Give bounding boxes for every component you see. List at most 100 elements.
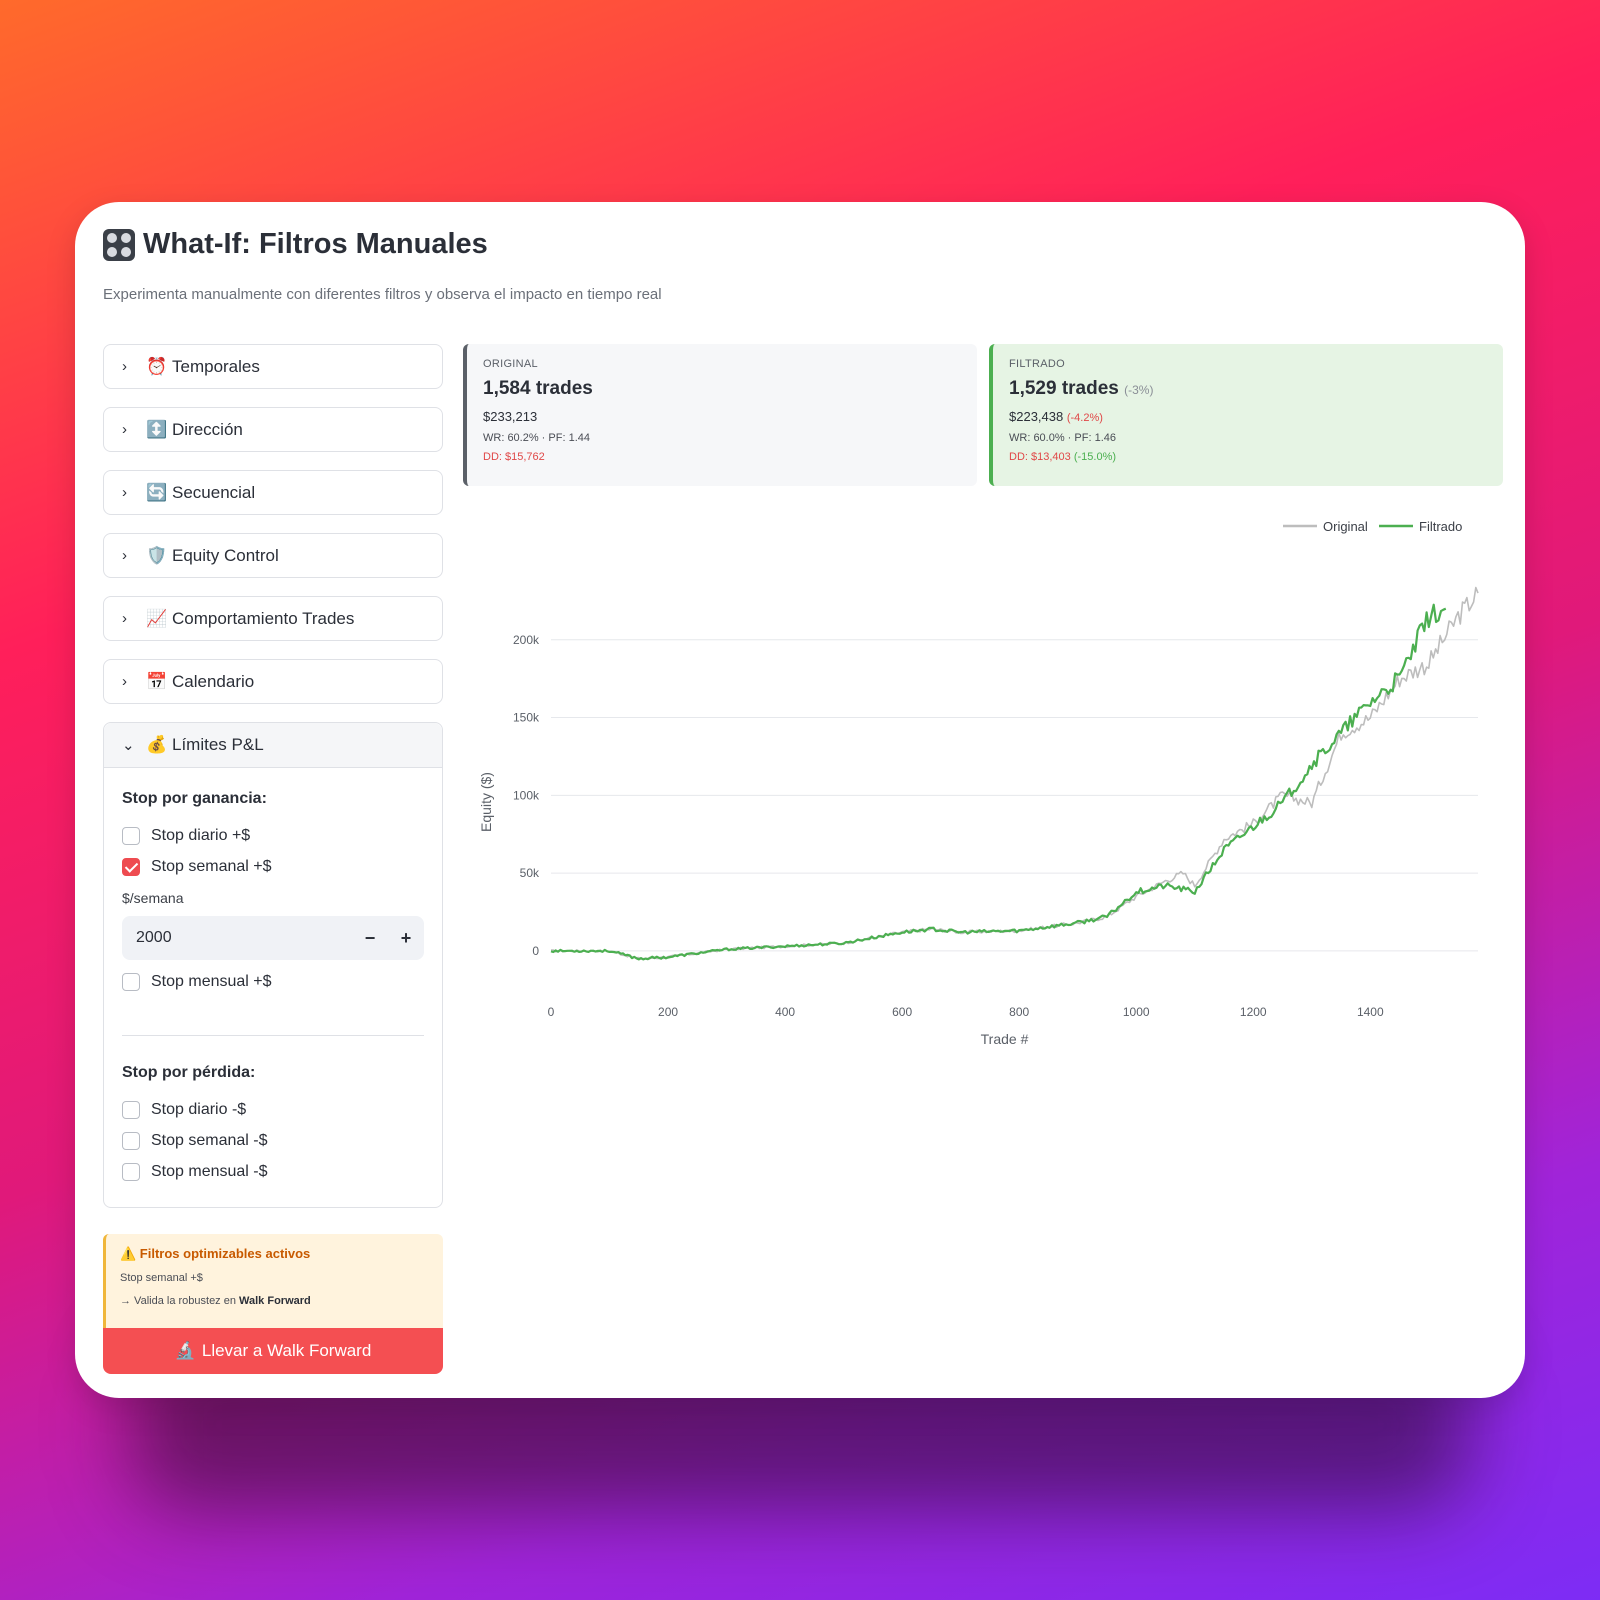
checkbox-box[interactable]	[122, 1162, 140, 1181]
expander-temporales[interactable]: › ⏰ Temporales	[103, 344, 443, 389]
loss-weekly-checkbox[interactable]: Stop semanal -$	[122, 1125, 424, 1156]
expander-limites-pnl: ⌄ 💰 Límites P&L Stop por ganancia: Stop …	[103, 722, 443, 1208]
expander-direccion[interactable]: › ↕️ Dirección	[103, 407, 443, 452]
page-subtitle: Experimenta manualmente con diferentes f…	[103, 286, 662, 303]
series-line-filtrado	[550, 603, 1447, 961]
expander-comportamiento-trades[interactable]: › 📈 Comportamiento Trades	[103, 596, 443, 641]
checkbox-box[interactable]	[122, 826, 140, 845]
x-tick-label: 200	[658, 1005, 678, 1019]
gain-daily-checkbox[interactable]: Stop diario +$	[122, 820, 424, 851]
x-tick-label: 600	[892, 1005, 912, 1019]
win-rate-profit-factor: WR: 60.2% · PF: 1.44	[483, 432, 590, 444]
drawdown-value: DD: $13,403	[1009, 451, 1071, 463]
x-tick-label: 400	[775, 1005, 795, 1019]
card-label: FILTRADO	[1009, 358, 1065, 370]
x-tick-label: 1400	[1357, 1005, 1384, 1019]
checkbox-label: Stop semanal -$	[151, 1131, 268, 1149]
money-bag-icon: 💰	[146, 735, 168, 754]
filtered-metrics-card: FILTRADO 1,529 trades (-3%) $223,438 (-4…	[989, 344, 1503, 486]
header: What-If: Filtros Manuales	[103, 228, 488, 261]
chart-up-icon: 📈	[146, 608, 168, 628]
legend-label: Original	[1323, 519, 1368, 534]
y-tick-label: 150k	[513, 711, 540, 725]
loss-daily-checkbox[interactable]: Stop diario -$	[122, 1094, 424, 1125]
drawdown: DD: $15,762	[483, 451, 545, 463]
warning-hint: → Valida la robustez en Walk Forward	[120, 1295, 429, 1307]
chevron-right-icon: ›	[122, 421, 127, 438]
win-rate-profit-factor: WR: 60.0% · PF: 1.46	[1009, 432, 1116, 444]
expander-label: Calendario	[172, 671, 255, 691]
x-tick-label: 800	[1009, 1005, 1029, 1019]
optimizable-filters-warning: ⚠️ Filtros optimizables activos Stop sem…	[103, 1234, 443, 1330]
control-knobs-icon	[103, 228, 135, 261]
page-title: What-If: Filtros Manuales	[143, 228, 488, 260]
weekly-amount-label: $/semana	[122, 890, 184, 906]
x-tick-label: 0	[548, 1005, 555, 1019]
equity-chart[interactable]: 0 50k 100k 150k 200k 0 200 400 600 800 1000 1200 140…	[463, 502, 1503, 1062]
checkbox-box[interactable]	[122, 972, 140, 991]
x-axis-title: Trade #	[981, 1031, 1029, 1047]
net-profit: $233,213	[483, 409, 538, 424]
gain-weekly-checkbox[interactable]: Stop semanal +$	[122, 851, 424, 882]
chevron-right-icon: ›	[122, 358, 127, 375]
x-tick-label: 1200	[1240, 1005, 1267, 1019]
gain-monthly-checkbox[interactable]: Stop mensual +$	[122, 966, 424, 997]
chevron-right-icon: ›	[122, 610, 127, 627]
expander-label: Dirección	[172, 419, 243, 439]
drawdown-change: (-15.0%)	[1073, 451, 1117, 463]
expander-label: Límites P&L	[172, 735, 264, 754]
warning-hint-bold: Walk Forward	[239, 1295, 311, 1307]
chevron-right-icon: ›	[122, 673, 127, 690]
legend-label: Filtrado	[1419, 519, 1462, 534]
expander-limites-pnl-header[interactable]: ⌄ 💰 Límites P&L	[104, 723, 442, 768]
equity-chart-svg: 0 50k 100k 150k 200k 0 200 400 600 800 1000 1200 140…	[478, 519, 1479, 1047]
y-axis-title: Equity ($)	[478, 772, 494, 832]
trade-count: 1,584 trades	[483, 378, 593, 399]
expander-calendario[interactable]: › 📅 Calendario	[103, 659, 443, 704]
loss-section-title: Stop por pérdida:	[122, 1064, 256, 1081]
chevron-right-icon: ›	[122, 484, 127, 501]
net-profit-value: $223,438	[1009, 409, 1064, 424]
calendar-icon: 📅	[146, 671, 168, 691]
x-tick-label: 1000	[1123, 1005, 1150, 1019]
filters-sidebar: › ⏰ Temporales › ↕️ Dirección › 🔄 Secuen…	[103, 344, 443, 1208]
net-profit: $223,438 (-4.2%)	[1009, 409, 1487, 424]
expander-label: Equity Control	[172, 545, 279, 565]
up-down-arrow-icon: ↕️	[146, 419, 168, 439]
checkbox-box[interactable]	[122, 1100, 140, 1119]
chevron-right-icon: ›	[122, 547, 127, 564]
increment-button[interactable]: +	[400, 927, 412, 948]
loss-monthly-checkbox[interactable]: Stop mensual -$	[122, 1156, 424, 1187]
expander-label: Comportamiento Trades	[172, 608, 355, 628]
warning-active-filter: Stop semanal +$	[120, 1272, 203, 1284]
expander-label: Temporales	[172, 356, 260, 376]
alarm-clock-icon: ⏰	[146, 356, 168, 376]
walk-forward-button[interactable]: 🔬 Llevar a Walk Forward	[103, 1328, 443, 1374]
app-window: What-If: Filtros Manuales Experimenta ma…	[75, 202, 1525, 1398]
checkbox-label: Stop diario -$	[151, 1100, 247, 1118]
original-metrics-card: ORIGINAL 1,584 trades $233,213 WR: 60.2%…	[463, 344, 977, 486]
checkbox-box-checked[interactable]	[122, 857, 140, 876]
chevron-down-icon: ⌄	[122, 737, 135, 754]
expander-secuencial[interactable]: › 🔄 Secuencial	[103, 470, 443, 515]
section-divider	[122, 1035, 424, 1036]
checkbox-label: Stop semanal +$	[151, 857, 272, 875]
decrement-button[interactable]: −	[364, 927, 376, 948]
drawdown: DD: $13,403 (-15.0%)	[1009, 451, 1487, 463]
y-tick-label: 50k	[520, 866, 540, 880]
refresh-icon: 🔄	[146, 482, 168, 502]
shield-icon: 🛡️	[146, 545, 168, 565]
net-profit-change: (-4.2%)	[1066, 412, 1103, 424]
y-tick-label: 100k	[513, 788, 540, 802]
warning-hint-prefix: → Valida la robustez en	[120, 1295, 240, 1307]
weekly-amount-value[interactable]: 2000	[136, 929, 172, 946]
trade-count: 1,529 trades (-3%)	[1009, 378, 1487, 400]
weekly-amount-input[interactable]: 2000 − +	[122, 916, 424, 960]
gain-section-title: Stop por ganancia:	[122, 790, 267, 807]
trade-count-change: (-3%)	[1124, 383, 1154, 397]
expander-equity-control[interactable]: › 🛡️ Equity Control	[103, 533, 443, 578]
checkbox-box[interactable]	[122, 1131, 140, 1150]
trade-count-value: 1,529 trades	[1009, 378, 1119, 399]
warning-title: ⚠️ Filtros optimizables activos	[120, 1246, 311, 1261]
expander-body: Stop por ganancia: Stop diario +$ Stop s…	[104, 768, 442, 1207]
